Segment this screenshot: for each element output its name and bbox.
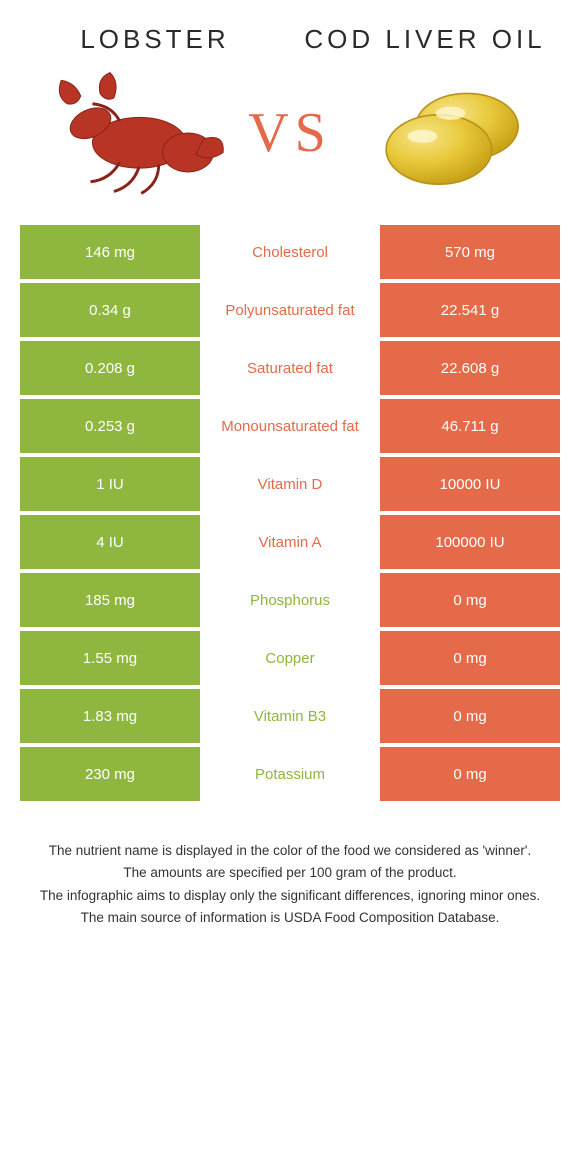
left-value: 4 IU <box>20 515 200 569</box>
table-row: 185 mgPhosphorus0 mg <box>20 573 560 627</box>
left-value: 1 IU <box>20 457 200 511</box>
right-value: 22.541 g <box>380 283 560 337</box>
left-value: 1.55 mg <box>20 631 200 685</box>
right-value: 10000 IU <box>380 457 560 511</box>
left-value: 230 mg <box>20 747 200 801</box>
lobster-image <box>32 63 227 203</box>
left-value: 146 mg <box>20 225 200 279</box>
left-value: 0.208 g <box>20 341 200 395</box>
footer-line: The amounts are specified per 100 gram o… <box>36 863 544 883</box>
nutrient-label: Phosphorus <box>200 573 380 627</box>
nutrient-label: Vitamin D <box>200 457 380 511</box>
footer-notes: The nutrient name is displayed in the co… <box>20 841 560 928</box>
left-title: Lobster <box>34 24 277 55</box>
table-row: 4 IUVitamin A100000 IU <box>20 515 560 569</box>
table-row: 230 mgPotassium0 mg <box>20 747 560 801</box>
right-value: 22.608 g <box>380 341 560 395</box>
nutrient-label: Polyunsaturated fat <box>200 283 380 337</box>
footer-line: The infographic aims to display only the… <box>36 886 544 906</box>
nutrient-label: Vitamin B3 <box>200 689 380 743</box>
right-value: 570 mg <box>380 225 560 279</box>
nutrient-label: Monounsaturated fat <box>200 399 380 453</box>
nutrient-label: Potassium <box>200 747 380 801</box>
nutrient-label: Saturated fat <box>200 341 380 395</box>
right-value: 0 mg <box>380 573 560 627</box>
nutrient-label: Cholesterol <box>200 225 380 279</box>
right-value: 0 mg <box>380 631 560 685</box>
table-row: 0.253 gMonounsaturated fat46.711 g <box>20 399 560 453</box>
table-row: 0.208 gSaturated fat22.608 g <box>20 341 560 395</box>
nutrient-label: Vitamin A <box>200 515 380 569</box>
table-row: 0.34 gPolyunsaturated fat22.541 g <box>20 283 560 337</box>
right-value: 0 mg <box>380 689 560 743</box>
table-row: 1.83 mgVitamin B30 mg <box>20 689 560 743</box>
right-value: 100000 IU <box>380 515 560 569</box>
images-row: VS <box>20 63 560 203</box>
left-value: 0.253 g <box>20 399 200 453</box>
table-row: 1.55 mgCopper0 mg <box>20 631 560 685</box>
comparison-table: 146 mgCholesterol570 mg0.34 gPolyunsatur… <box>20 225 560 801</box>
nutrient-label: Copper <box>200 631 380 685</box>
footer-line: The nutrient name is displayed in the co… <box>36 841 544 861</box>
vs-label: VS <box>248 101 332 165</box>
right-value: 0 mg <box>380 747 560 801</box>
header-row: Lobster Cod liver oil <box>20 24 560 55</box>
table-row: 146 mgCholesterol570 mg <box>20 225 560 279</box>
left-value: 185 mg <box>20 573 200 627</box>
right-title: Cod liver oil <box>304 24 547 55</box>
left-value: 0.34 g <box>20 283 200 337</box>
left-value: 1.83 mg <box>20 689 200 743</box>
footer-line: The main source of information is USDA F… <box>36 908 544 928</box>
right-value: 46.711 g <box>380 399 560 453</box>
table-row: 1 IUVitamin D10000 IU <box>20 457 560 511</box>
cod-liver-oil-image <box>353 63 548 203</box>
